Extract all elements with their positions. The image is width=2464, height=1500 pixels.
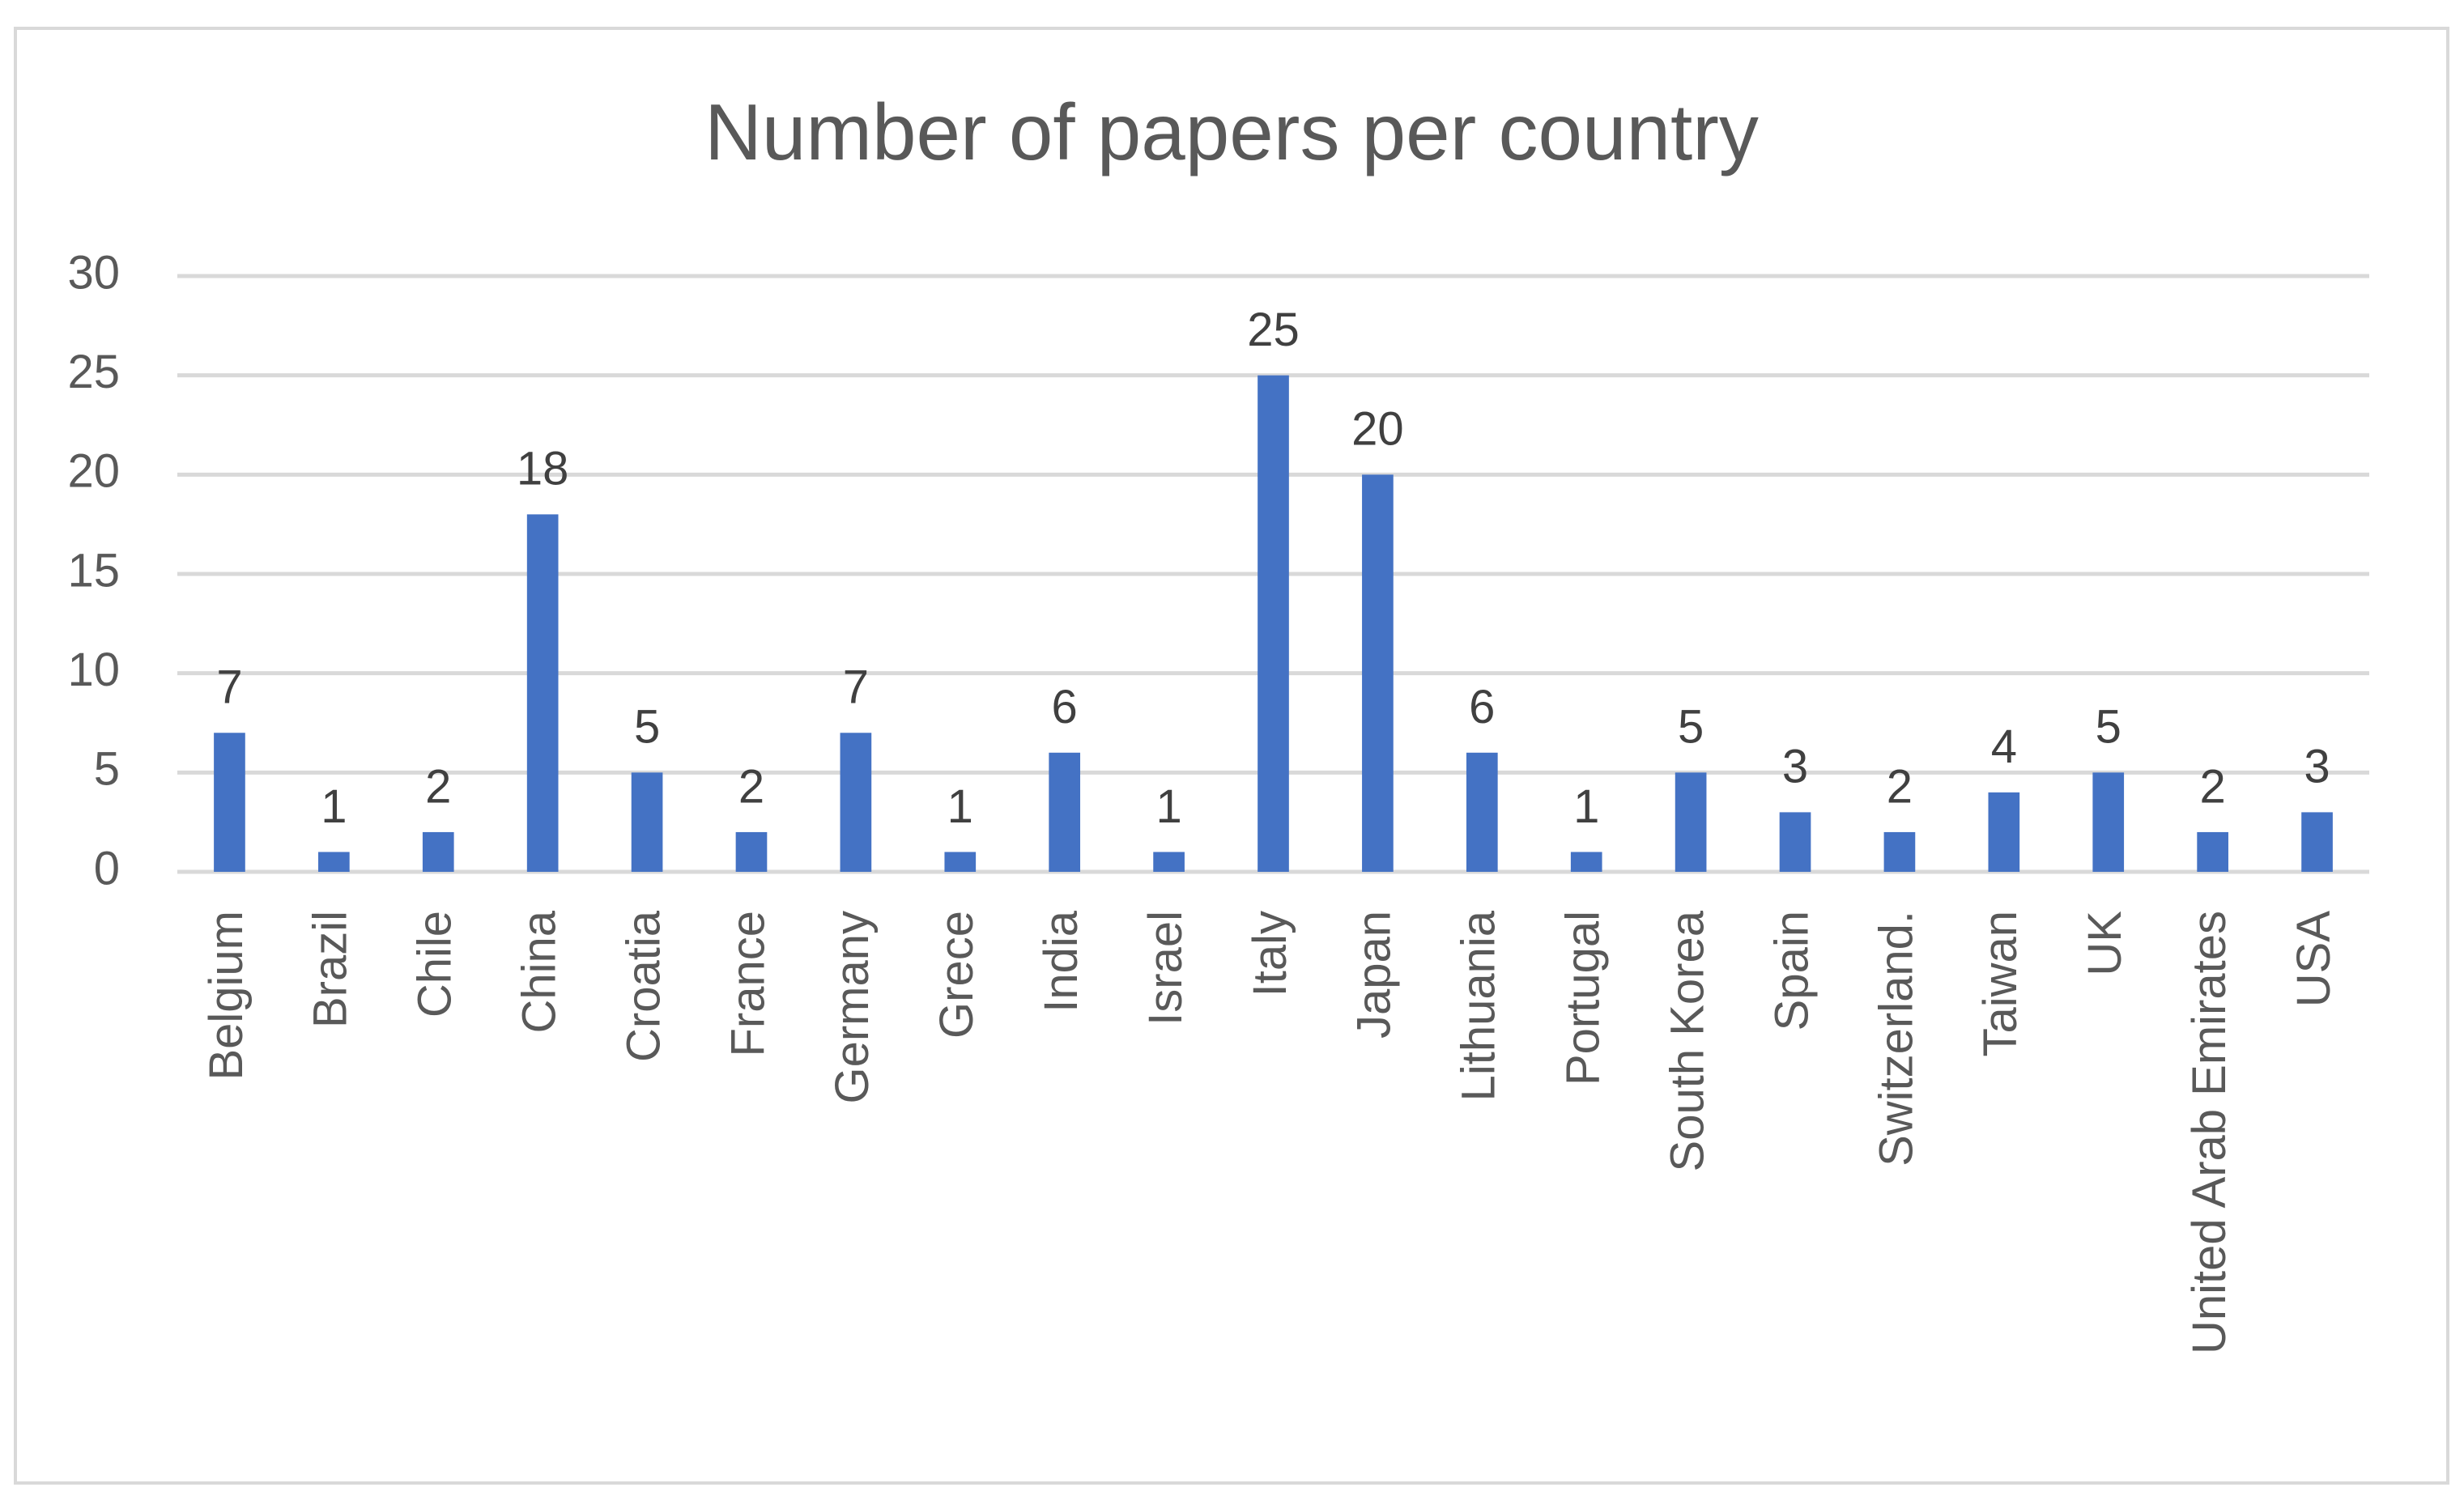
y-tick-label: 0 [94,842,120,894]
x-tick-label: France [721,911,774,1057]
x-tick-label: Brazil [304,911,357,1028]
chart-border [14,27,2449,1485]
data-label: 6 [1469,681,1495,733]
bar [1153,852,1185,872]
bar [631,772,663,872]
y-tick-label: 20 [67,445,120,498]
x-tick-label: Croatia [617,910,670,1062]
bar [2197,831,2228,872]
x-tick-label: Spain [1765,911,1818,1030]
bar [1570,852,1602,872]
x-tick-label: Grece [930,911,983,1039]
bar [1675,772,1707,872]
x-tick-label: India [1035,910,1087,1013]
data-label: 20 [1351,403,1404,456]
x-tick-label: South Korea [1661,910,1713,1171]
data-label: 4 [1991,720,2017,773]
x-tick-label: Germany [826,911,879,1104]
bar [1362,474,1394,872]
data-label: 1 [1155,780,1181,833]
bar [1049,752,1081,872]
data-label: 2 [425,760,451,813]
data-label: 1 [947,780,973,833]
x-tick-label: United Arab Emirates [2183,911,2236,1354]
data-label: 5 [2096,701,2121,754]
y-tick-label: 15 [67,544,120,597]
bar [1988,792,2020,872]
y-tick-label: 5 [94,743,120,796]
y-tick-label: 10 [67,644,120,696]
x-tick-label: Lithuania [1453,910,1505,1101]
data-label: 2 [738,760,764,813]
data-label: 3 [2304,741,2330,793]
bar [840,733,872,872]
data-label: 2 [1887,760,1913,813]
x-tick-label: UK [2079,911,2131,976]
x-tick-label: Japan [1348,911,1401,1039]
data-label: 7 [843,661,869,714]
bar [2301,812,2333,872]
data-label: 7 [216,661,242,714]
bar [318,852,350,872]
bar [1779,812,1811,872]
data-label: 18 [517,443,569,495]
x-tick-label: Italy [1244,911,1296,996]
data-label: 1 [1573,780,1599,833]
y-tick-label: 30 [67,246,120,299]
x-tick-label: China [513,910,565,1033]
data-label: 25 [1247,304,1300,356]
data-label: 1 [321,780,347,833]
bar [1258,375,1289,873]
x-tick-label: Belgium [200,911,253,1081]
data-label: 3 [1782,741,1808,793]
bar [214,733,245,872]
bar [1466,752,1498,872]
x-tick-label: Switzerland. [1870,911,1922,1166]
bar [1883,831,1916,872]
y-tick-label: 25 [67,346,120,398]
data-label: 5 [634,701,660,754]
x-tick-label: Chile [409,911,462,1018]
x-tick-label: Israel [1139,911,1192,1026]
x-tick-label: Portugal [1557,911,1610,1086]
bar [2092,772,2125,872]
x-tick-label: Taiwan [1974,911,2027,1057]
chart-title: Number of papers per country [704,87,1759,176]
data-label: 6 [1052,681,1078,733]
bar [526,514,559,872]
data-label: 5 [1678,701,1704,754]
bar [735,831,768,872]
bar [422,831,454,872]
data-label: 2 [2200,760,2226,813]
x-tick-label: USA [2287,911,2340,1008]
bar [944,852,977,872]
